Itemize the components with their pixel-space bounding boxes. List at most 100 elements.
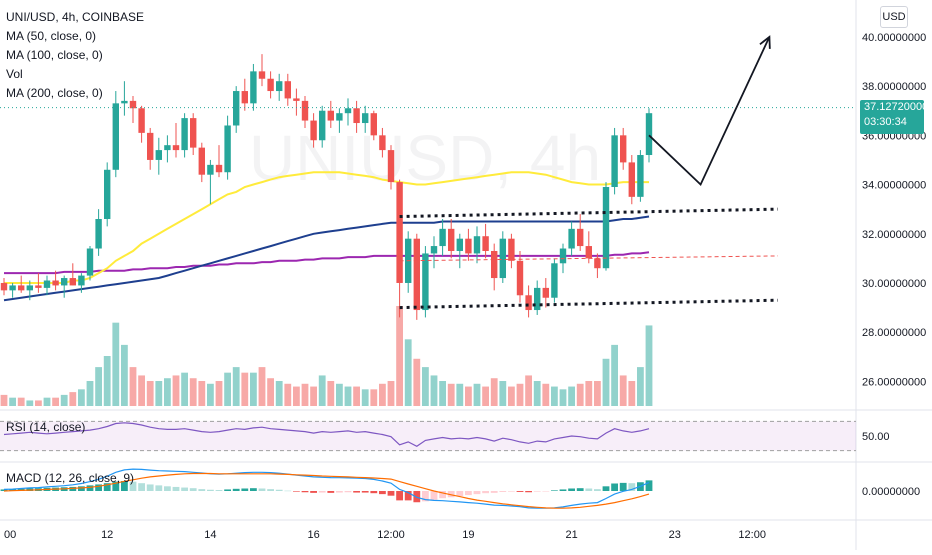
macd-histogram-bar bbox=[404, 491, 412, 501]
candle-body bbox=[491, 250, 498, 279]
time-tick-label: 12 bbox=[101, 529, 113, 541]
macd-histogram-bar bbox=[344, 491, 352, 493]
candle-body bbox=[215, 164, 223, 173]
candle-body bbox=[190, 118, 197, 148]
macd-histogram-bar bbox=[95, 484, 102, 491]
macd-histogram-bar bbox=[336, 491, 343, 493]
volume-bar bbox=[224, 372, 231, 406]
moving-averages bbox=[3, 171, 650, 302]
price-tick-label: 30.00000000 bbox=[862, 278, 926, 290]
candle-body bbox=[473, 236, 481, 254]
macd-histogram-bar bbox=[275, 489, 283, 491]
candle-body bbox=[611, 135, 618, 188]
volume-bar bbox=[353, 386, 360, 406]
candle-body bbox=[172, 145, 180, 151]
volume-bar bbox=[258, 367, 266, 406]
volume-bar bbox=[404, 339, 412, 406]
candle-body bbox=[620, 135, 627, 163]
candle-body bbox=[422, 253, 429, 311]
volume-bar bbox=[525, 375, 532, 406]
time-tick-label: 16 bbox=[307, 529, 319, 541]
candle-body bbox=[508, 238, 515, 261]
candle-body bbox=[370, 113, 377, 136]
volume-bar bbox=[379, 383, 386, 406]
macd-histogram-bar bbox=[267, 489, 274, 491]
chart-legend: UNI/USD, 4h, COINBASE MA (50, close, 0) … bbox=[6, 8, 144, 103]
macd-histogram-bar bbox=[568, 488, 575, 491]
volume-bar bbox=[318, 375, 326, 406]
legend-ma50[interactable]: MA (50, close, 0) bbox=[6, 29, 97, 43]
candle-body bbox=[637, 155, 644, 197]
candle-body bbox=[542, 287, 549, 298]
legend-ma200[interactable]: MA (200, close, 0) bbox=[6, 86, 103, 100]
macd-histogram-bar bbox=[473, 491, 481, 495]
macd-histogram-bar bbox=[430, 491, 438, 500]
macd-histogram-bar bbox=[370, 491, 378, 494]
volume-bar bbox=[645, 325, 653, 406]
macd-histogram-bar bbox=[198, 489, 206, 491]
macd-histogram-bar bbox=[293, 491, 300, 492]
time-tick-label: 12:00 bbox=[738, 529, 766, 541]
candle-body bbox=[482, 236, 489, 251]
volume-bar bbox=[43, 397, 51, 406]
arrow-head bbox=[759, 35, 771, 49]
volume-bar bbox=[35, 400, 42, 406]
volume-bar bbox=[336, 383, 343, 406]
candle-body bbox=[61, 278, 68, 286]
candle-body bbox=[258, 71, 266, 79]
macd-histogram-bar bbox=[327, 491, 335, 493]
legend-vol[interactable]: Vol bbox=[6, 67, 23, 81]
volume-bar bbox=[499, 381, 507, 406]
candle-body bbox=[198, 147, 205, 175]
candle-body bbox=[138, 108, 145, 133]
candle-body bbox=[327, 110, 334, 121]
channel-mid-line bbox=[399, 255, 779, 262]
volume-bar bbox=[198, 381, 206, 406]
candle-body bbox=[448, 228, 455, 251]
legend-symbol[interactable]: UNI/USD, 4h, COINBASE bbox=[6, 10, 145, 24]
volume-bar bbox=[9, 397, 16, 406]
volume-bar bbox=[207, 383, 214, 406]
rsi-pane: 50.00 bbox=[0, 420, 890, 452]
currency-button[interactable]: USD bbox=[880, 6, 908, 28]
ma200-line bbox=[4, 251, 650, 275]
candle-body bbox=[319, 110, 326, 141]
rsi-label[interactable]: RSI (14, close) bbox=[6, 420, 86, 434]
volume-bar bbox=[576, 383, 584, 406]
candle-body bbox=[577, 228, 584, 247]
macd-histogram-bar bbox=[465, 491, 472, 496]
volume-bar bbox=[533, 381, 541, 406]
ma100-line bbox=[3, 215, 650, 302]
volume-bars bbox=[0, 306, 653, 406]
ma50-line bbox=[4, 171, 649, 284]
volume-bar bbox=[327, 381, 335, 406]
volume-bar bbox=[465, 386, 472, 406]
candle-body bbox=[267, 78, 274, 92]
macd-histogram-bar bbox=[207, 489, 214, 491]
candle-body bbox=[112, 103, 119, 170]
candle-body bbox=[379, 135, 386, 151]
macd-histogram-bar bbox=[189, 488, 197, 491]
macd-histogram-bar bbox=[576, 488, 584, 491]
macd-histogram-bar bbox=[396, 491, 403, 501]
candle-body bbox=[121, 100, 128, 104]
volume-bar bbox=[293, 386, 300, 406]
volume-bar bbox=[112, 322, 120, 406]
candle-body bbox=[310, 120, 317, 141]
macd-label[interactable]: MACD (12, 26, close, 9) bbox=[6, 471, 135, 485]
price-tick-label: 38.00000000 bbox=[862, 81, 926, 93]
candle-body bbox=[181, 118, 188, 151]
legend-ma100[interactable]: MA (100, close, 0) bbox=[6, 48, 103, 62]
rsi-line bbox=[3, 422, 650, 447]
volume-bar bbox=[422, 367, 429, 406]
volume-bar bbox=[301, 383, 309, 406]
price-tick-label: 28.00000000 bbox=[862, 327, 926, 339]
price-tick-label: 34.00000000 bbox=[862, 180, 926, 192]
volume-bar bbox=[490, 378, 498, 406]
volume-bar bbox=[52, 397, 59, 406]
candle-body bbox=[95, 218, 102, 249]
macd-histogram-bar bbox=[129, 481, 137, 491]
candle-body bbox=[43, 280, 51, 288]
